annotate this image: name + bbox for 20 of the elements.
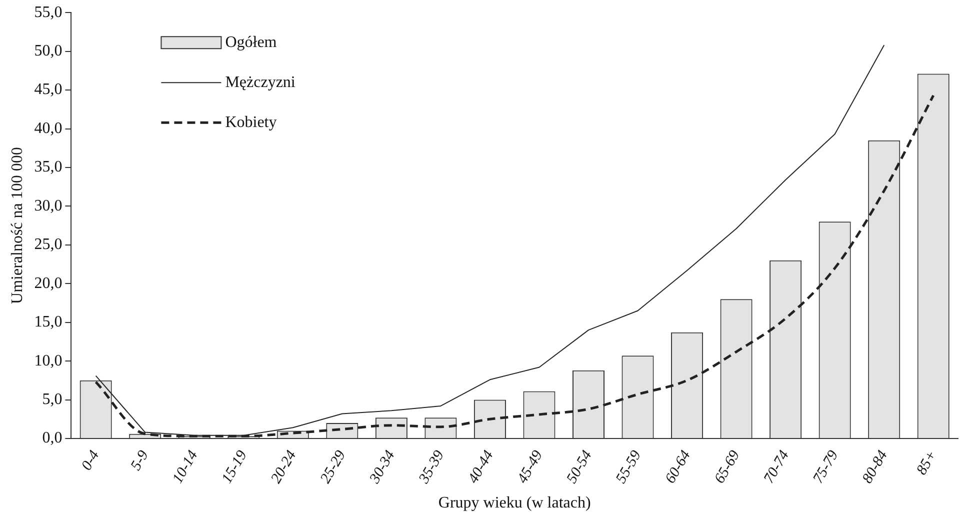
y-axis-title: Umieralność na 100 000 <box>8 147 26 304</box>
x-tick-label: 85+ <box>914 448 940 478</box>
x-tick-label: 0-4 <box>78 448 103 474</box>
x-axis-title: Grupy wieku (w latach) <box>438 494 591 512</box>
y-tick-label: 5,0 <box>42 390 62 408</box>
y-tick-label: 0,0 <box>42 430 62 447</box>
y-tick-label: 30,0 <box>34 197 62 214</box>
y-tick-label: 50,0 <box>34 42 62 60</box>
y-tick-label: 55,0 <box>34 4 62 21</box>
legend-label: Ogółem <box>225 34 278 51</box>
y-tick-label: 45,0 <box>34 81 62 98</box>
x-tick-label: 5-9 <box>128 448 152 474</box>
y-tick-label: 20,0 <box>34 274 62 292</box>
y-tick-label: 40,0 <box>34 120 62 137</box>
y-tick-label: 15,0 <box>34 314 62 331</box>
y-tick-label: 25,0 <box>34 236 62 254</box>
legend-label: Kobiety <box>225 114 277 131</box>
legend-label: Mężczyzni <box>225 74 296 91</box>
y-tick-label: 10,0 <box>34 352 62 370</box>
y-tick-label: 35,0 <box>34 158 62 176</box>
